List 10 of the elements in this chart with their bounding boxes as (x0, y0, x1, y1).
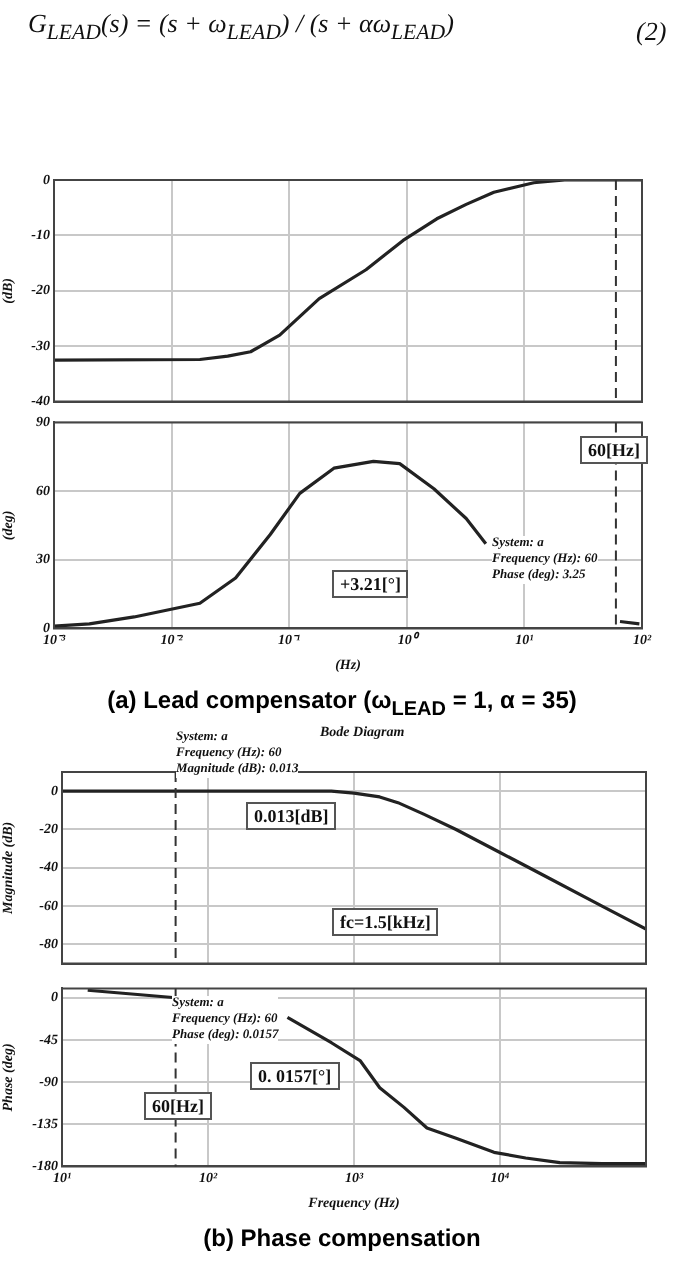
text: (2) (636, 16, 667, 48)
annotation: +3.21[°] (332, 570, 409, 598)
annotation: 0. 0157[°] (250, 1062, 340, 1090)
text: (b) Phase compensation (201, 1224, 483, 1252)
annotation: 0.013[dB] (246, 802, 337, 830)
text: G$_{LEAD}$(s) = (s + ω$_{LEAD}$) / (s + αω$_{LEAD}$) (28, 8, 454, 46)
ref-line-label: 60[Hz] (580, 436, 648, 464)
ref-line-label: 60[Hz] (144, 1092, 212, 1120)
text: (a) Lead compensator (ω$_{LEAD}$ = 1, α = 35) (105, 686, 579, 721)
annotation: fc=1.5[kHz] (332, 908, 439, 936)
